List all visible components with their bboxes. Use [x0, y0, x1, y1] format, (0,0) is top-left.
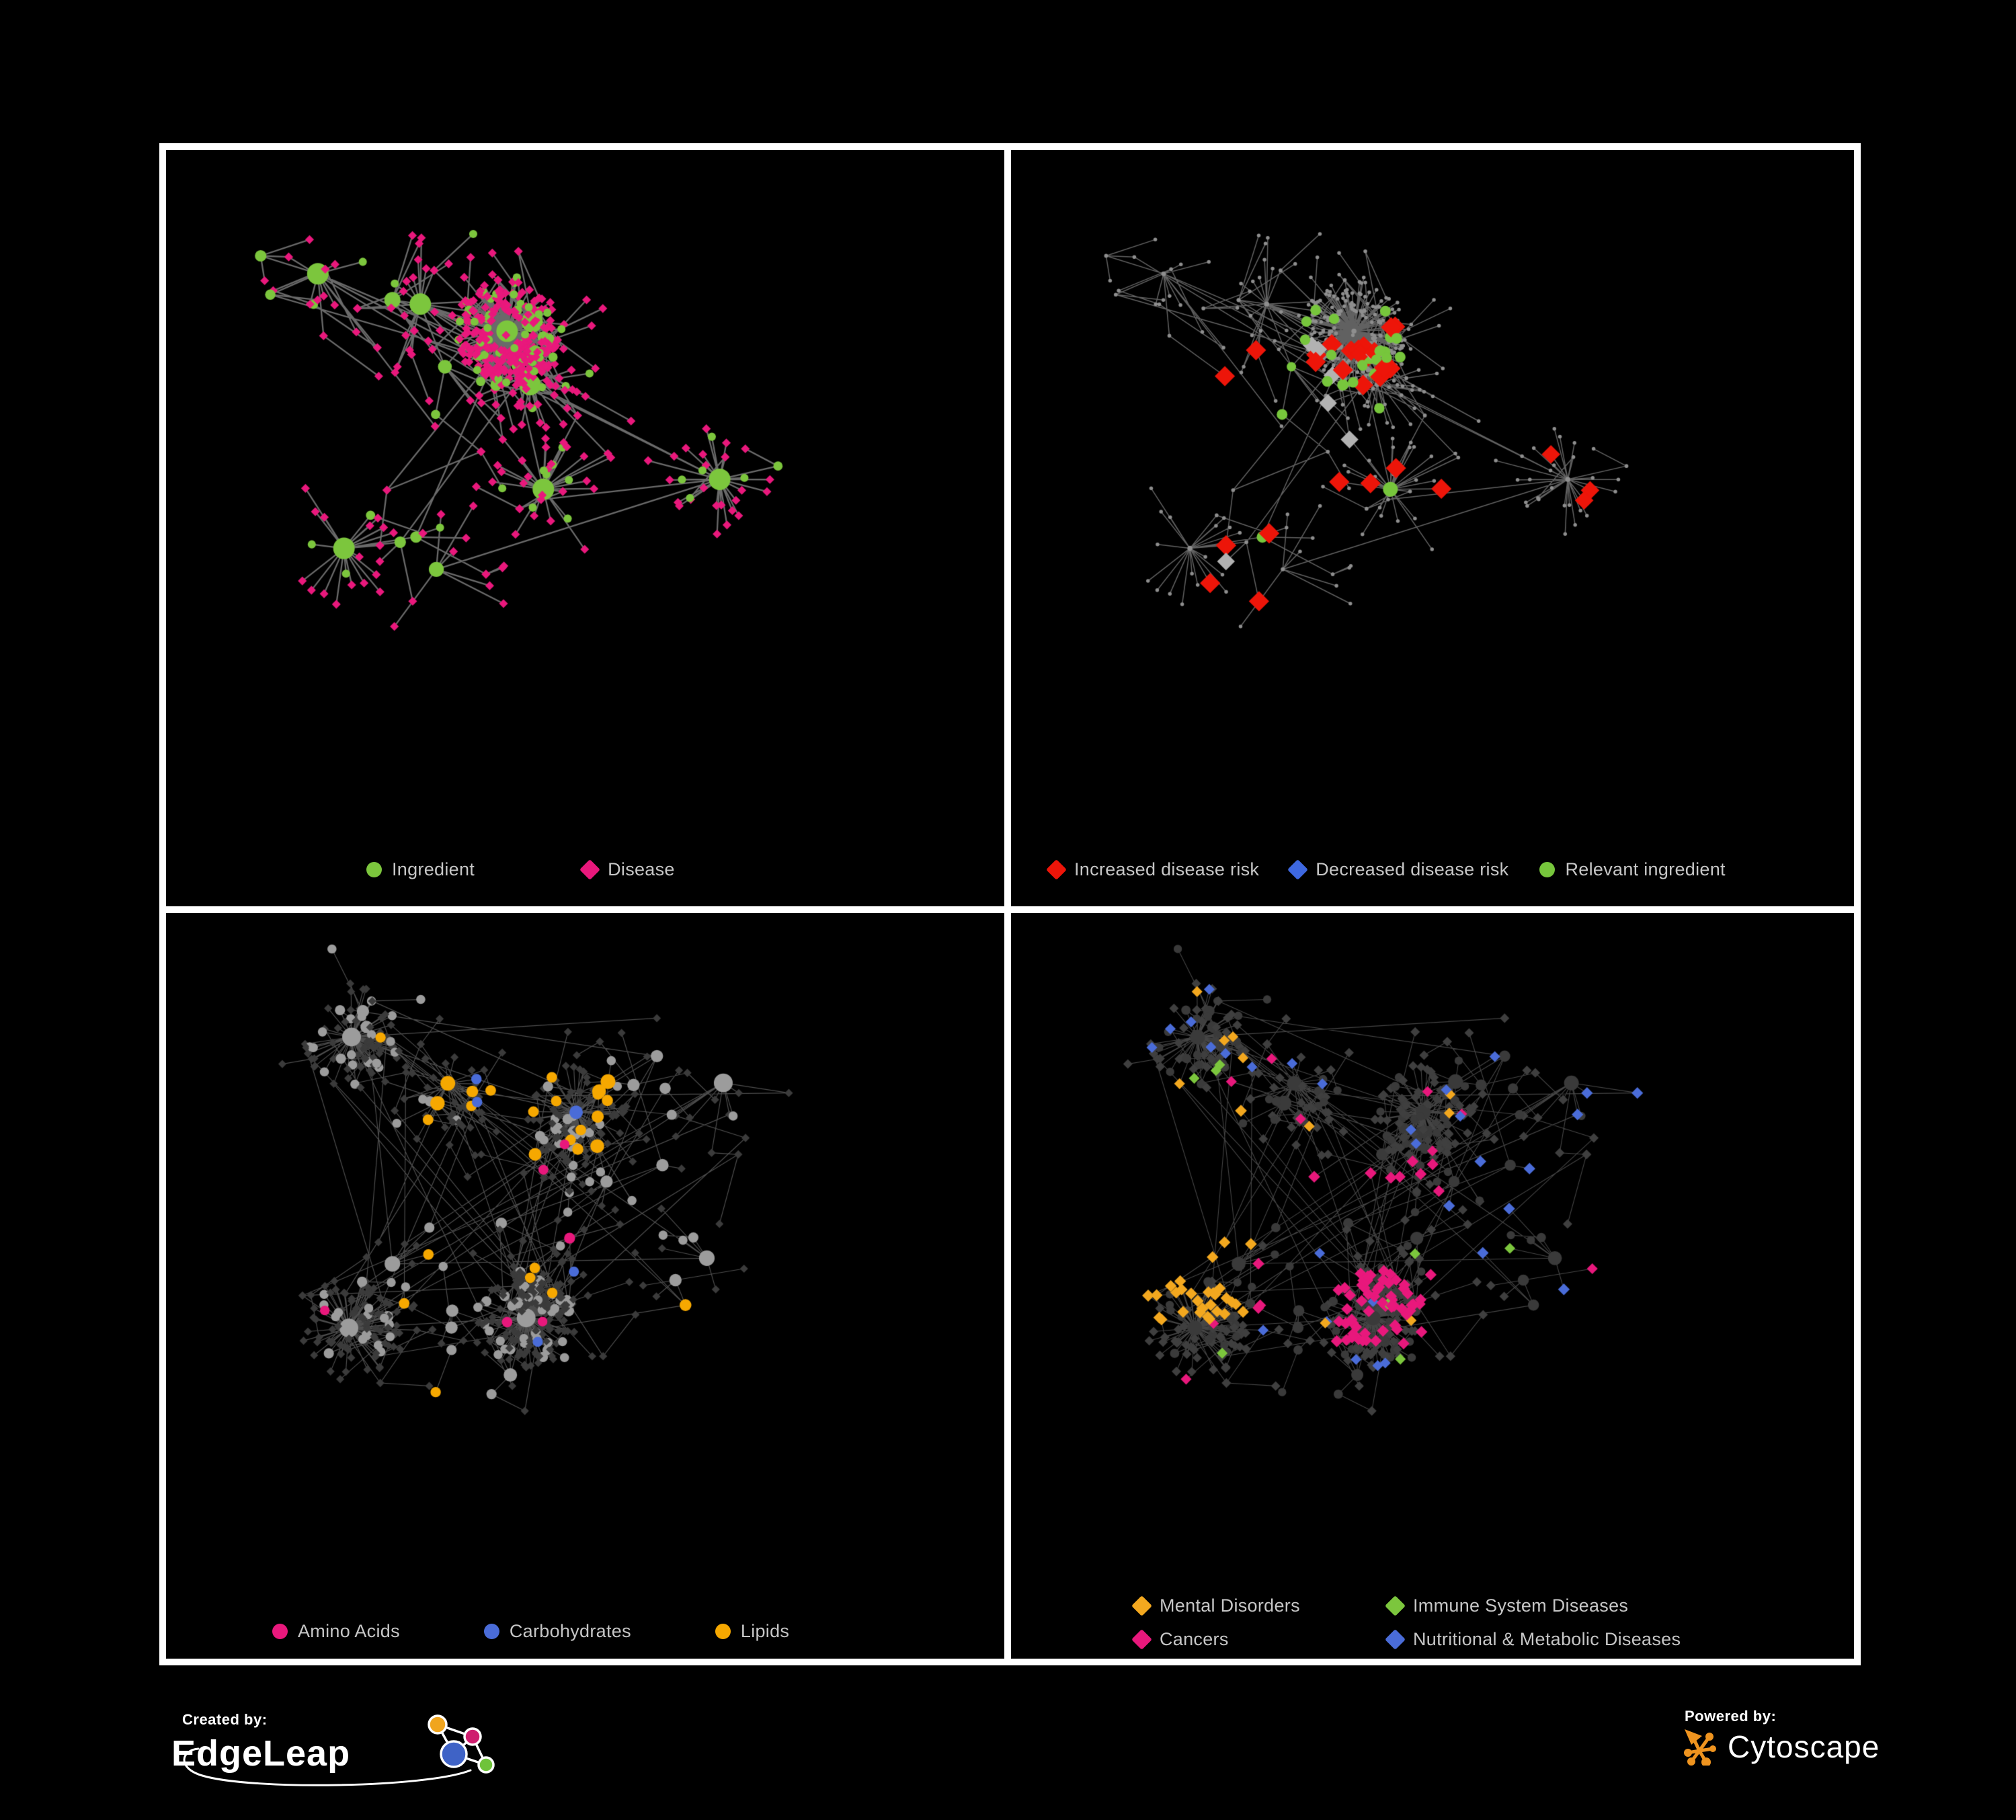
network-graph-canvas	[166, 150, 1004, 906]
legend-item: Immune System Diseases	[1385, 1595, 1681, 1616]
legend-label: Immune System Diseases	[1413, 1595, 1629, 1616]
legend-item: Decreased disease risk	[1287, 859, 1509, 880]
decreased-risk-marker-icon	[1287, 859, 1309, 880]
legend-label: Amino Acids	[298, 1620, 400, 1641]
legend-label: Cancers	[1160, 1628, 1229, 1649]
edgeleap-name: EdgeLeap	[171, 1733, 351, 1774]
legend-item: Relevant ingredient	[1539, 859, 1726, 879]
legend-item: Disease	[579, 859, 675, 880]
cytoscape-name: Cytoscape	[1728, 1729, 1880, 1764]
legend-item: Ingredient	[366, 859, 475, 879]
legend-item: Carbohydrates	[483, 1620, 631, 1641]
legend: Increased disease risk Decreased disease…	[1046, 859, 1726, 880]
increased-risk-marker-icon	[1046, 859, 1067, 880]
network-graph-canvas	[166, 913, 1004, 1659]
legend-item: Lipids	[715, 1621, 789, 1641]
relevant-ingredient-marker-icon	[1539, 861, 1556, 877]
cancers-marker-icon	[1131, 1628, 1152, 1650]
panel-ingredient-classes: Amino Acids Carbohydrates Lipids	[166, 913, 1004, 1659]
legend-label: Nutritional & Metabolic Diseases	[1413, 1628, 1681, 1649]
legend-item: Mental Disorders	[1131, 1595, 1387, 1616]
ingredient-marker-icon	[366, 861, 382, 877]
immune-system-marker-icon	[1385, 1595, 1406, 1616]
legend-item: Nutritional & Metabolic Diseases	[1385, 1628, 1681, 1650]
network-graph-canvas	[1011, 913, 1854, 1659]
edgeleap-logo: Created by: EdgeLeap	[171, 1711, 521, 1792]
nutritional-metabolic-marker-icon	[1385, 1628, 1406, 1650]
panel-disease-risk: Increased disease risk Decreased disease…	[1011, 150, 1854, 906]
legend: Mental Disorders Immune System Diseases …	[1131, 1595, 1681, 1650]
network-graph-canvas	[1011, 150, 1854, 906]
lipids-marker-icon	[715, 1623, 731, 1639]
created-by-label: Created by:	[182, 1711, 268, 1728]
cytoscape-icon	[1684, 1729, 1716, 1766]
legend-label: Increased disease risk	[1074, 859, 1260, 879]
panel-disease-categories: Mental Disorders Immune System Diseases …	[1011, 913, 1854, 1659]
legend-label: Carbohydrates	[509, 1620, 631, 1641]
edgeleap-network-icon	[183, 1714, 495, 1786]
figure-grid: Ingredient Disease Increased disease ris…	[159, 143, 1861, 1665]
legend-label: Ingredient	[392, 859, 475, 879]
carbohydrates-marker-icon	[483, 1623, 499, 1639]
legend-label: Relevant ingredient	[1565, 859, 1726, 879]
mental-disorders-marker-icon	[1131, 1595, 1152, 1616]
legend-label: Mental Disorders	[1160, 1595, 1300, 1616]
legend-item: Cancers	[1131, 1628, 1387, 1650]
legend-label: Disease	[608, 859, 675, 879]
cytoscape-logo: Powered by: Cytoscape	[1682, 1708, 1964, 1788]
legend: Amino Acids Carbohydrates Lipids	[272, 1621, 789, 1641]
panel-ingredient-disease: Ingredient Disease	[166, 150, 1004, 906]
disease-marker-icon	[579, 859, 601, 880]
legend: Ingredient Disease	[366, 859, 675, 880]
legend-label: Lipids	[740, 1620, 790, 1641]
legend-label: Decreased disease risk	[1316, 859, 1509, 879]
powered-by-label: Powered by:	[1685, 1708, 1777, 1725]
amino-acids-marker-icon	[272, 1623, 288, 1639]
legend-item: Amino Acids	[272, 1621, 400, 1641]
legend-item: Increased disease risk	[1046, 859, 1260, 880]
